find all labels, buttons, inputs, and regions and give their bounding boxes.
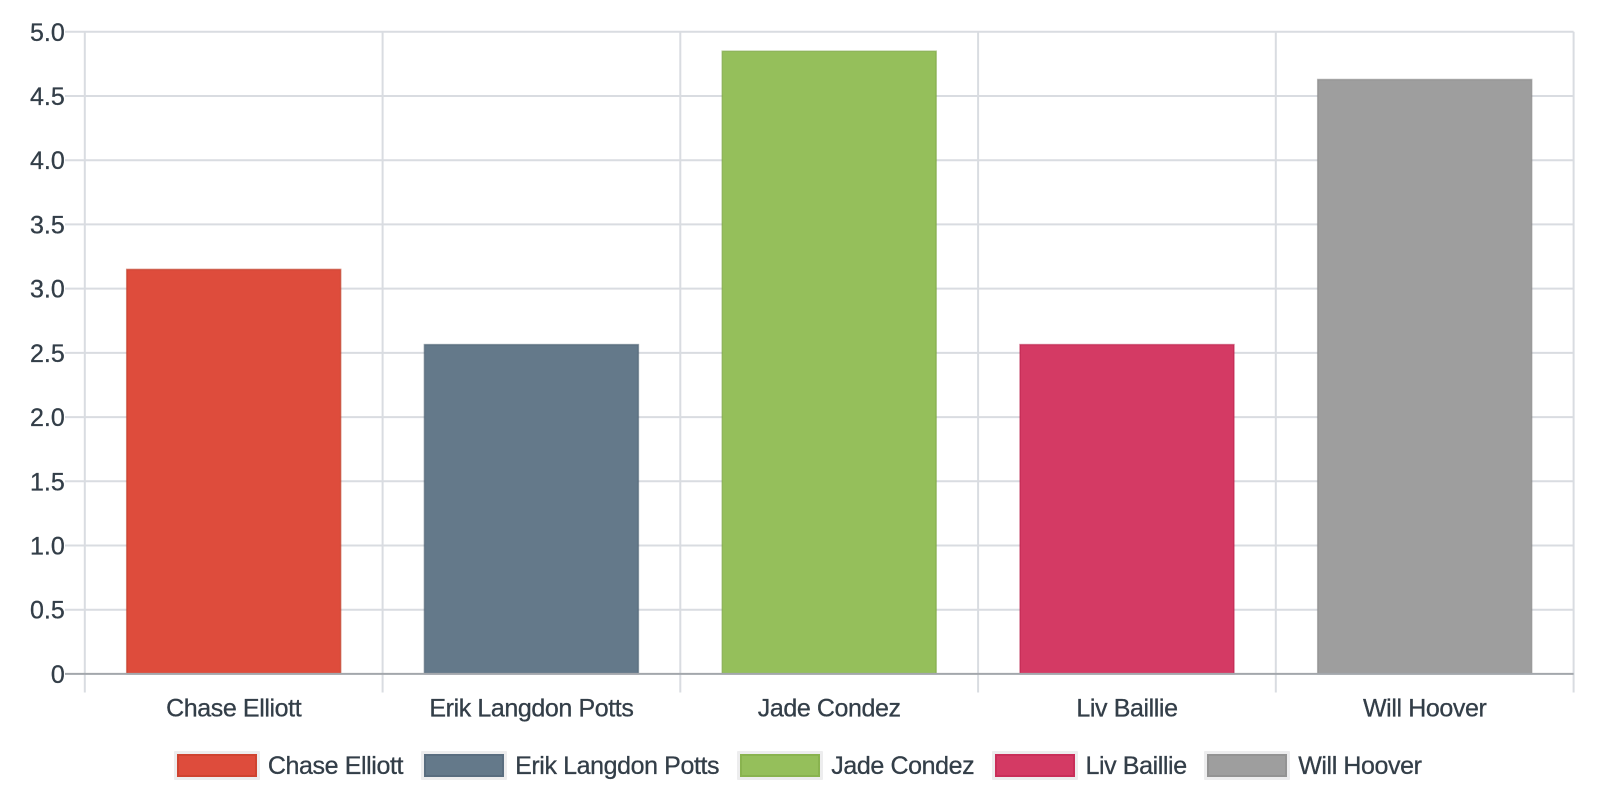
svg-text:4.0: 4.0 (30, 147, 65, 175)
svg-text:1.5: 1.5 (30, 468, 65, 496)
svg-text:5.0: 5.0 (30, 19, 65, 47)
svg-text:Erik Langdon Potts: Erik Langdon Potts (429, 695, 633, 723)
svg-text:Jade Condez: Jade Condez (758, 695, 901, 723)
svg-text:Liv Baillie: Liv Baillie (1076, 695, 1177, 723)
svg-text:0: 0 (51, 661, 65, 689)
svg-text:3.5: 3.5 (30, 211, 65, 239)
svg-text:1.0: 1.0 (30, 533, 65, 561)
svg-text:Chase Elliott: Chase Elliott (166, 695, 302, 723)
svg-text:Will Hoover: Will Hoover (1363, 695, 1486, 723)
svg-text:2.5: 2.5 (30, 340, 65, 368)
svg-text:2.0: 2.0 (30, 404, 65, 432)
svg-text:0.5: 0.5 (30, 597, 65, 625)
svg-text:3.0: 3.0 (30, 276, 65, 304)
svg-text:4.5: 4.5 (30, 83, 65, 111)
